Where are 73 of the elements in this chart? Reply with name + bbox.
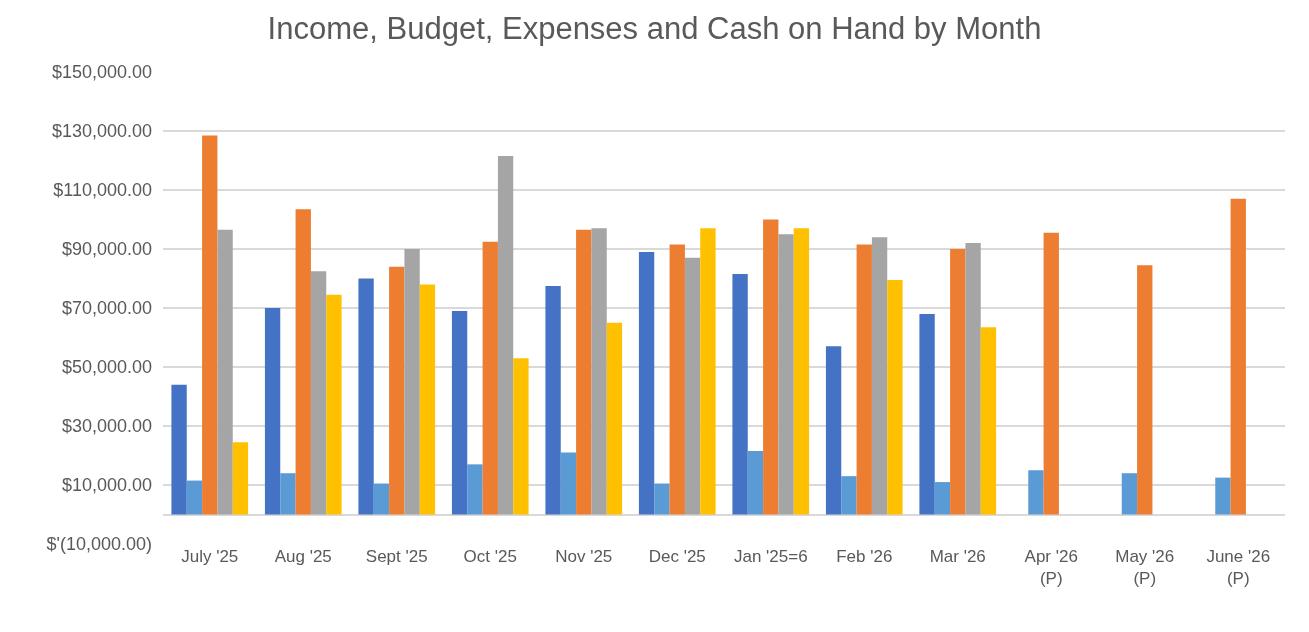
y-tick-label: $150,000.00	[51, 62, 152, 83]
x-tick-label: Mar '26	[929, 547, 986, 566]
bar	[871, 237, 888, 515]
y-tick-label: $'(10,000.00)	[46, 534, 152, 555]
y-tick-label: $50,000.00	[61, 357, 152, 378]
x-tick-label: Jan '25=6	[733, 547, 808, 566]
bar	[1121, 473, 1138, 515]
bar	[825, 346, 842, 515]
bar	[684, 257, 701, 515]
bar	[264, 308, 281, 515]
bar	[217, 229, 233, 515]
bar	[482, 241, 498, 515]
bar	[638, 251, 655, 515]
bar	[419, 284, 436, 515]
chart-title: Income, Budget, Expenses and Cash on Hand by Month	[267, 10, 1042, 46]
bar	[980, 327, 997, 515]
x-tick-label: June '26 (P)	[1206, 547, 1271, 589]
bar	[1028, 470, 1044, 515]
x-tick-label: May '26 (P)	[1115, 547, 1175, 589]
bar	[186, 480, 203, 515]
bar	[232, 442, 249, 515]
bar	[669, 244, 685, 515]
x-tick-label: Oct '25	[463, 547, 517, 566]
bar	[934, 482, 951, 515]
y-tick-label: $110,000.00	[53, 180, 152, 201]
bar	[326, 294, 342, 515]
y-tick-label: $10,000.00	[61, 475, 152, 496]
x-tick-label: Feb '26	[836, 547, 893, 566]
bar	[202, 135, 218, 515]
bar	[763, 219, 779, 515]
bar	[545, 285, 561, 515]
bar	[965, 243, 981, 515]
bar	[451, 310, 468, 515]
y-tick-label: $90,000.00	[61, 239, 152, 260]
bar	[841, 476, 857, 515]
y-tick-label: $70,000.00	[61, 298, 152, 319]
bar	[358, 278, 374, 515]
x-tick-label: Aug '25	[274, 547, 332, 566]
bar	[950, 249, 966, 515]
bar	[919, 313, 935, 515]
y-tick-label: $130,000.00	[51, 121, 152, 142]
bar	[171, 384, 187, 515]
y-tick-label: $30,000.00	[61, 416, 152, 437]
bar	[1215, 477, 1231, 515]
bar	[778, 234, 794, 515]
x-tick-label: Sept '25	[365, 547, 428, 566]
bar	[560, 452, 577, 515]
bar	[591, 228, 607, 515]
bar	[576, 229, 592, 515]
bar	[373, 483, 390, 515]
bar	[606, 322, 623, 515]
bar	[497, 156, 514, 515]
bar	[856, 244, 872, 515]
bar	[654, 483, 670, 515]
bar	[700, 228, 716, 515]
x-tick-label: Dec '25	[648, 547, 706, 566]
x-tick-label: Apr '26 (P)	[1024, 547, 1078, 589]
bar	[467, 464, 483, 515]
x-tick-label: Nov '25	[555, 547, 613, 566]
bar	[732, 274, 748, 515]
bar	[513, 358, 529, 515]
x-tick-label: July '25	[181, 547, 239, 566]
bar	[887, 279, 903, 515]
bar	[280, 473, 296, 515]
bar	[310, 271, 327, 515]
bar	[747, 451, 764, 515]
bar	[1137, 265, 1153, 515]
bar	[793, 228, 810, 515]
bar	[389, 266, 405, 515]
bar	[1043, 232, 1059, 515]
bar	[295, 209, 311, 515]
bar	[404, 249, 420, 515]
bar	[1230, 198, 1246, 515]
